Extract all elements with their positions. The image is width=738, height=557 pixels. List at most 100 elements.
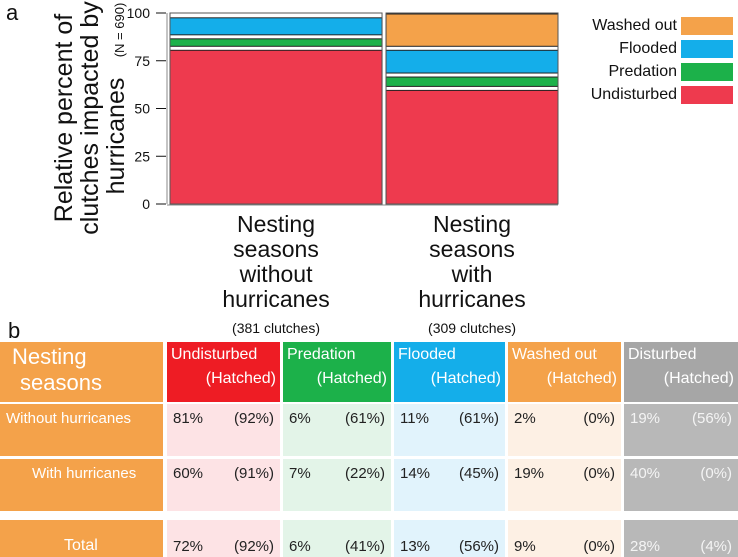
y-axis-label: Relative percent of clutches impacted by… xyxy=(50,1,130,235)
panel-a-letter: a xyxy=(6,0,19,25)
header-washed-out: Washed out (Hatched) xyxy=(508,342,621,402)
x-category-label: hurricanes xyxy=(418,286,525,312)
y-tick-label: 25 xyxy=(134,148,150,164)
table-cell: 40% (0%) xyxy=(624,459,738,511)
cell-percent: 81% xyxy=(173,410,204,427)
header-name: Predation xyxy=(287,346,356,363)
cell-hatched: (45%) xyxy=(458,465,499,482)
y-label-line2: clutches impacted by xyxy=(76,1,104,235)
x-category-label: without xyxy=(239,261,313,287)
table-cell: 19% (56%) xyxy=(624,404,738,456)
cell-hatched: (92%) xyxy=(233,410,274,427)
cell-percent: 19% xyxy=(630,410,661,427)
y-tick-label: 75 xyxy=(134,53,150,69)
header-sub: (Hatched) xyxy=(205,370,276,387)
cell-hatched: (0%) xyxy=(583,538,615,555)
legend-swatch xyxy=(681,62,733,81)
cell-hatched: (56%) xyxy=(458,538,499,555)
panel-b: b Nesting seasons Undisturbed (Hatched) Pred… xyxy=(0,318,738,557)
row-label: With hurricanes xyxy=(0,459,163,511)
cell-hatched: (56%) xyxy=(691,410,732,427)
row-label-text: Without hurricanes xyxy=(6,410,132,427)
table-cell: 14% (45%) xyxy=(394,459,505,511)
x-category-label: seasons xyxy=(233,236,319,262)
x-category-label: seasons xyxy=(429,236,515,262)
header-sub: (Hatched) xyxy=(663,370,734,387)
x-category-label: Nesting xyxy=(237,211,315,237)
column-outline xyxy=(385,12,559,205)
bar-undisturbed xyxy=(169,49,383,205)
bar-segments xyxy=(166,12,559,206)
legend-swatch xyxy=(681,85,733,104)
header-name: Disturbed xyxy=(628,346,697,363)
header-name: Flooded xyxy=(398,346,456,363)
cell-hatched: (91%) xyxy=(233,465,274,482)
table-cell: 9% (0%) xyxy=(508,520,621,557)
table-cell: 28% (4%) xyxy=(624,520,738,557)
legend: Washed out Flooded Predation Undisturbed xyxy=(565,14,733,106)
header-sub: (Hatched) xyxy=(430,370,501,387)
cell-percent: 13% xyxy=(400,538,431,555)
y-label-n: (N = 690) xyxy=(112,3,127,58)
table-cell: 60% (91%) xyxy=(167,459,280,511)
legend-item-undisturbed: Undisturbed xyxy=(565,83,733,106)
cell-hatched: (0%) xyxy=(700,465,732,482)
cell-hatched: (61%) xyxy=(344,410,385,427)
cell-percent: 19% xyxy=(514,465,545,482)
row-label-text: Total xyxy=(64,537,98,554)
legend-label: Flooded xyxy=(619,39,677,57)
mosaic-chart: a Relative percent of clutches impacted … xyxy=(6,0,559,336)
header-line: Nesting xyxy=(12,344,87,369)
summary-table: Nesting seasons Undisturbed (Hatched) Predat… xyxy=(0,342,738,557)
bar-predation xyxy=(385,76,559,87)
legend-item-washed-out: Washed out xyxy=(565,14,733,37)
x-category-label: with xyxy=(451,261,493,287)
cell-hatched: (92%) xyxy=(233,538,274,555)
y-label-line3: hurricanes xyxy=(102,78,130,195)
header-undisturbed: Undisturbed (Hatched) xyxy=(167,342,280,402)
table-cell: 72% (92%) xyxy=(167,520,280,557)
header-sub: (Hatched) xyxy=(316,370,387,387)
legend-swatch xyxy=(681,16,733,35)
legend-label: Predation xyxy=(608,62,678,80)
cell-hatched: (0%) xyxy=(583,465,615,482)
header-name: Washed out xyxy=(512,346,597,363)
row-label: Total xyxy=(0,520,163,557)
x-category-label: Nesting xyxy=(433,211,511,237)
bar-flooded xyxy=(169,17,383,36)
header-nesting-seasons: Nesting seasons xyxy=(0,342,163,402)
panel-a: a Relative percent of clutches impacted … xyxy=(6,0,733,336)
table-cell: 13% (56%) xyxy=(394,520,505,557)
x-category-clutches: (381 clutches) xyxy=(232,320,320,336)
x-category-clutches: (309 clutches) xyxy=(428,320,516,336)
header-disturbed: Disturbed (Hatched) xyxy=(624,342,738,402)
cell-percent: 40% xyxy=(630,465,661,482)
bar-flooded xyxy=(385,49,559,74)
cell-percent: 7% xyxy=(289,465,311,482)
table-cell: 6% (41%) xyxy=(283,520,391,557)
cell-percent: 60% xyxy=(173,465,204,482)
table-cell: 11% (61%) xyxy=(394,404,505,456)
column-outline xyxy=(169,12,383,205)
cell-percent: 2% xyxy=(514,410,536,427)
table-cell: 81% (92%) xyxy=(167,404,280,456)
table-cell: 19% (0%) xyxy=(508,459,621,511)
cell-hatched: (41%) xyxy=(344,538,385,555)
y-label-line1: Relative percent of xyxy=(50,14,78,223)
legend-item-flooded: Flooded xyxy=(565,37,733,60)
table-cell: 6% (61%) xyxy=(283,404,391,456)
table-cell: 7% (22%) xyxy=(283,459,391,511)
bar-washed-out xyxy=(385,13,559,47)
cell-hatched: (61%) xyxy=(458,410,499,427)
panel-b-letter: b xyxy=(8,318,21,343)
cell-percent: 6% xyxy=(289,538,311,555)
cell-percent: 6% xyxy=(289,410,311,427)
bar-undisturbed xyxy=(385,89,559,205)
legend-label: Undisturbed xyxy=(590,85,677,103)
x-category-label: hurricanes xyxy=(222,286,329,312)
cell-hatched: (22%) xyxy=(344,465,385,482)
header-predation: Predation (Hatched) xyxy=(283,342,391,402)
header-flooded: Flooded (Hatched) xyxy=(394,342,505,402)
row-label-text: With hurricanes xyxy=(32,465,137,482)
